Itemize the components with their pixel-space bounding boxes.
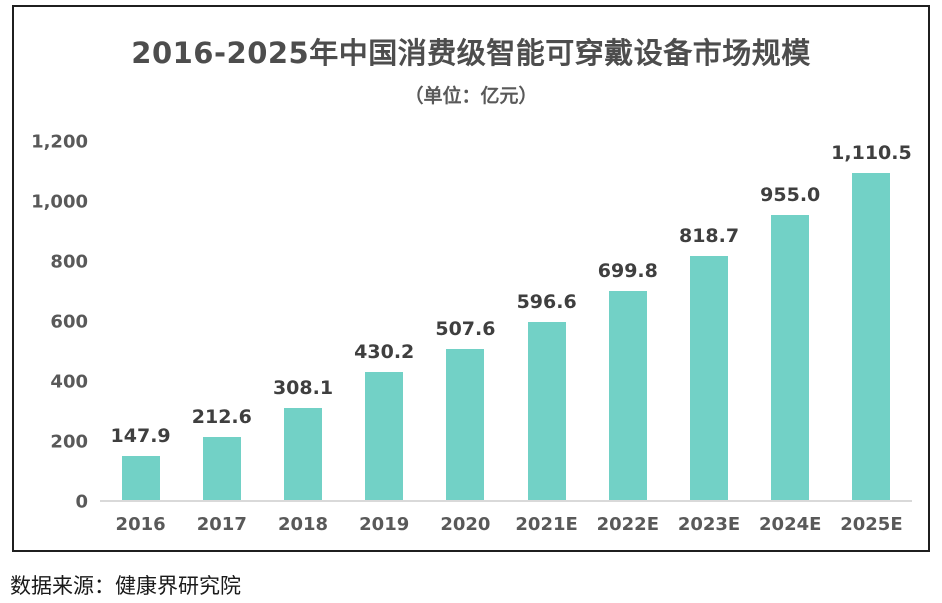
bar-2019 bbox=[365, 371, 404, 500]
bar-2016 bbox=[121, 455, 160, 500]
bar-group-2024E: 955.0 bbox=[750, 142, 831, 500]
bar-2023E bbox=[690, 255, 729, 500]
bar-group-2020: 507.6 bbox=[425, 142, 506, 500]
bar-group-2023E: 818.7 bbox=[668, 142, 749, 500]
bar-group-2017: 212.6 bbox=[181, 142, 262, 500]
data-source-caption: 数据来源：健康界研究院 bbox=[10, 574, 241, 598]
y-tick-label: 0 bbox=[75, 491, 88, 513]
bar-value-label: 955.0 bbox=[760, 184, 821, 207]
x-tick-label-2021E: 2021E bbox=[515, 514, 578, 535]
y-tick-label: 1,200 bbox=[31, 131, 88, 153]
bar-group-2016: 147.9 bbox=[100, 142, 181, 500]
bar-value-label: 1,110.5 bbox=[831, 142, 912, 164]
x-axis-spacer bbox=[14, 514, 100, 535]
y-tick-label: 1,000 bbox=[31, 191, 88, 213]
bar-2017 bbox=[202, 436, 241, 500]
bar-group-2022E: 699.8 bbox=[587, 142, 668, 500]
plot-area: 147.9 212.6 308.1 430.2 507.6 596.6 699.8 818.7… bbox=[100, 142, 912, 502]
x-axis-row: 2016 2017 2018 2019 2020 2021E 2022E 2023E 2024E… bbox=[14, 514, 928, 535]
bar-value-label: 430.2 bbox=[354, 340, 415, 363]
x-tick-label-2019: 2019 bbox=[359, 514, 410, 535]
bar-value-label: 308.1 bbox=[272, 377, 334, 400]
bar-value-label: 212.6 bbox=[191, 405, 252, 428]
bar-2020 bbox=[446, 348, 485, 500]
x-tick-label-2022E: 2022E bbox=[596, 514, 660, 535]
plot-row: 0 200 400 600 800 1,000 1,200 147.9 212.6 308.1 4… bbox=[14, 132, 928, 513]
x-tick-label-2020: 2020 bbox=[440, 514, 491, 535]
y-axis: 0 200 400 600 800 1,000 1,200 bbox=[14, 132, 100, 513]
bar-group-2019: 430.2 bbox=[344, 142, 425, 500]
x-tick-label-2023E: 2023E bbox=[677, 514, 741, 535]
bar-group-2018: 308.1 bbox=[262, 142, 343, 500]
x-tick-label-2018: 2018 bbox=[277, 514, 329, 535]
bar-value-label: 147.9 bbox=[110, 424, 171, 447]
x-tick-label-2017: 2017 bbox=[196, 514, 247, 535]
bar-2021E bbox=[527, 322, 566, 500]
bar-2018 bbox=[284, 408, 322, 500]
x-tick-label-2025E: 2025E bbox=[840, 514, 903, 535]
y-tick-label: 800 bbox=[50, 251, 88, 273]
chart-subtitle: （单位：亿元） bbox=[404, 85, 538, 107]
bar-group-2021E: 596.6 bbox=[506, 142, 587, 500]
y-tick-label: 600 bbox=[50, 311, 88, 333]
x-tick-label-2016: 2016 bbox=[115, 514, 166, 535]
bar-value-label: 596.6 bbox=[516, 291, 577, 314]
bar-2025E bbox=[852, 173, 891, 500]
chart-frame: 2016-2025年中国消费级智能可穿戴设备市场规模 （单位：亿元） 0 200 4… bbox=[12, 5, 930, 552]
bar-group-2025E: 1,110.5 bbox=[831, 142, 912, 500]
bar-2022E bbox=[608, 291, 647, 500]
y-tick-label: 400 bbox=[50, 371, 88, 393]
x-tick-label-2024E: 2024E bbox=[759, 514, 822, 535]
bar-value-label: 818.7 bbox=[678, 224, 740, 247]
chart-title: 2016-2025年中国消费级智能可穿戴设备市场规模 bbox=[131, 36, 811, 70]
bar-value-label: 507.6 bbox=[435, 317, 496, 340]
y-tick-label: 200 bbox=[50, 431, 88, 453]
bar-2024E bbox=[771, 215, 810, 500]
x-axis-labels: 2016 2017 2018 2019 2020 2021E 2022E 2023E 2024E… bbox=[100, 514, 912, 535]
bar-value-label: 699.8 bbox=[597, 260, 658, 283]
